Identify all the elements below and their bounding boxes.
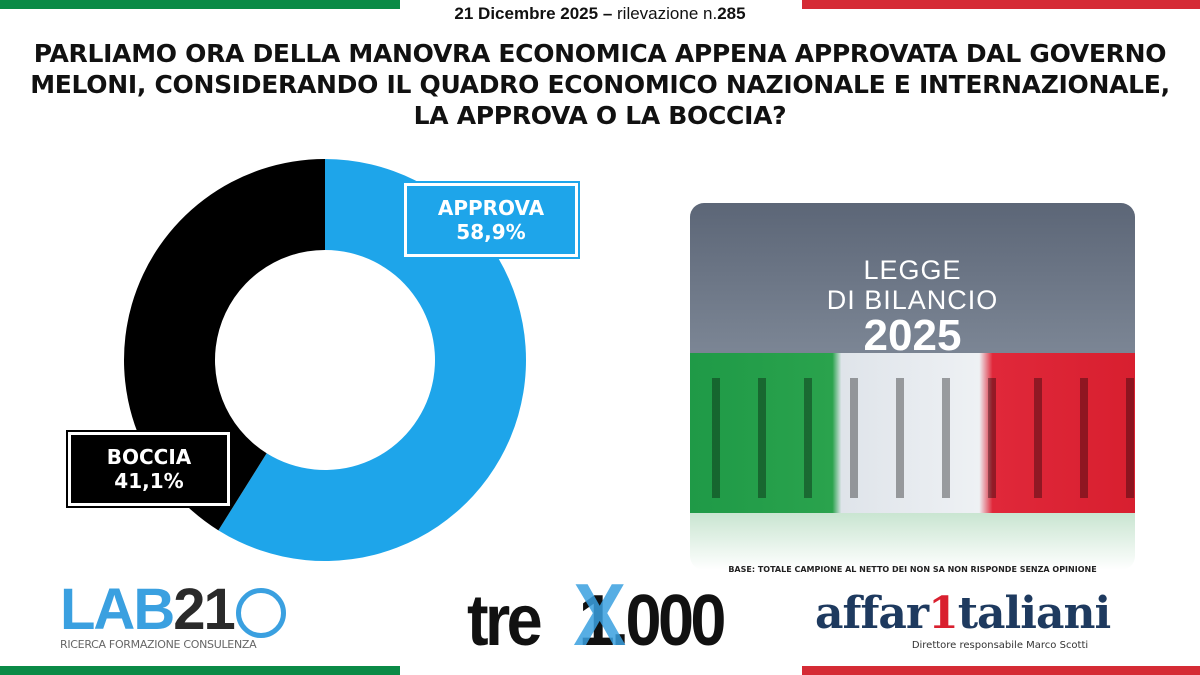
label-approva-value: 58,9% bbox=[456, 220, 526, 244]
lab21-chart-icon bbox=[236, 588, 286, 638]
affaritaliani-tagline: Direttore responsabile Marco Scotti bbox=[911, 640, 1089, 651]
label-boccia-value: 41,1% bbox=[114, 469, 184, 493]
label-approva-name: APPROVA bbox=[437, 196, 545, 220]
footnote-base: BASE: TOTALE CAMPIONE AL NETTO DEI NON S… bbox=[728, 565, 1097, 574]
donut-slice-approva bbox=[218, 159, 527, 561]
flag-bar-green-top bbox=[0, 0, 400, 9]
flag-bar-green-bottom bbox=[0, 666, 400, 675]
palazzo-chigi-tricolor bbox=[690, 353, 1135, 513]
survey-date: 21 Dicembre 2025 – rilevazione n.285 bbox=[454, 4, 746, 23]
label-boccia-name: BOCCIA bbox=[106, 445, 192, 469]
question-title: PARLIAMO ORA DELLA MANOVRA ECONOMICA APP… bbox=[30, 39, 1170, 130]
flag-bar-red-top bbox=[802, 0, 1200, 9]
image-caption: LEGGE DI BILANCIO bbox=[826, 255, 999, 315]
building-windows bbox=[690, 378, 1135, 498]
legge-di-bilancio-image: LEGGE DI BILANCIO 2025 bbox=[690, 203, 1135, 570]
image-year: 2025 bbox=[863, 311, 962, 360]
reflection bbox=[690, 513, 1135, 570]
label-boccia: BOCCIA 41,1% bbox=[66, 430, 232, 508]
flag-bar-red-bottom bbox=[802, 666, 1200, 675]
lab21-logo: LAB21 RICERCA FORMAZIONE CONSULENZA bbox=[60, 581, 286, 651]
affaritaliani-logo: affar1taliani bbox=[815, 588, 1111, 639]
label-approva: APPROVA 58,9% bbox=[402, 181, 580, 259]
